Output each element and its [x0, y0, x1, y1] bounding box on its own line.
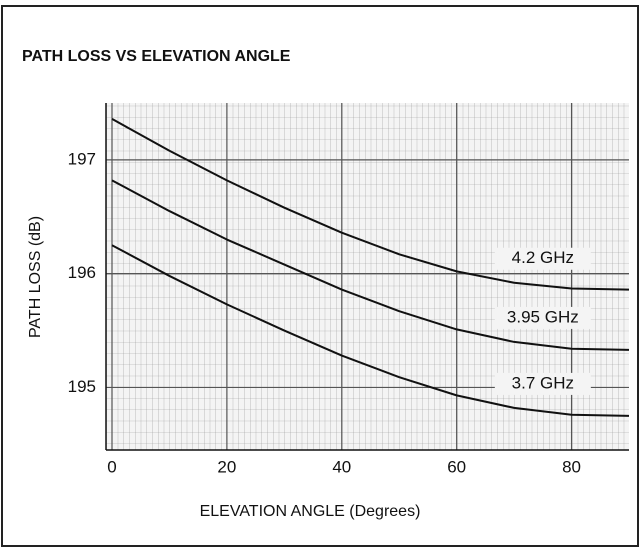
x-tick-label: 20: [217, 457, 236, 476]
y-tick-label: 196: [68, 263, 96, 282]
series-line: [111, 244, 630, 417]
y-tick-label: 195: [68, 377, 96, 396]
series-label-bg: [494, 372, 591, 395]
series-line: [111, 179, 630, 351]
x-tick-label: 40: [332, 457, 351, 476]
series-label-bg: [494, 247, 591, 270]
series-label: 3.7 GHz: [512, 373, 574, 392]
y-tick-label: 197: [68, 149, 96, 168]
chart-title: PATH LOSS VS ELEVATION ANGLE: [22, 48, 291, 65]
x-axis-label: ELEVATION ANGLE (Degrees): [200, 503, 421, 520]
series-label: 3.95 GHz: [507, 307, 579, 326]
x-tick-label: 0: [107, 457, 116, 476]
y-axis-label: PATH LOSS (dB): [27, 216, 44, 338]
series-label-bg: [494, 306, 591, 329]
minor-grid: [106, 103, 629, 450]
series-line: [111, 118, 630, 291]
series-label: 4.2 GHz: [512, 248, 574, 267]
x-tick-label: 60: [447, 457, 466, 476]
x-tick-label: 80: [562, 457, 581, 476]
